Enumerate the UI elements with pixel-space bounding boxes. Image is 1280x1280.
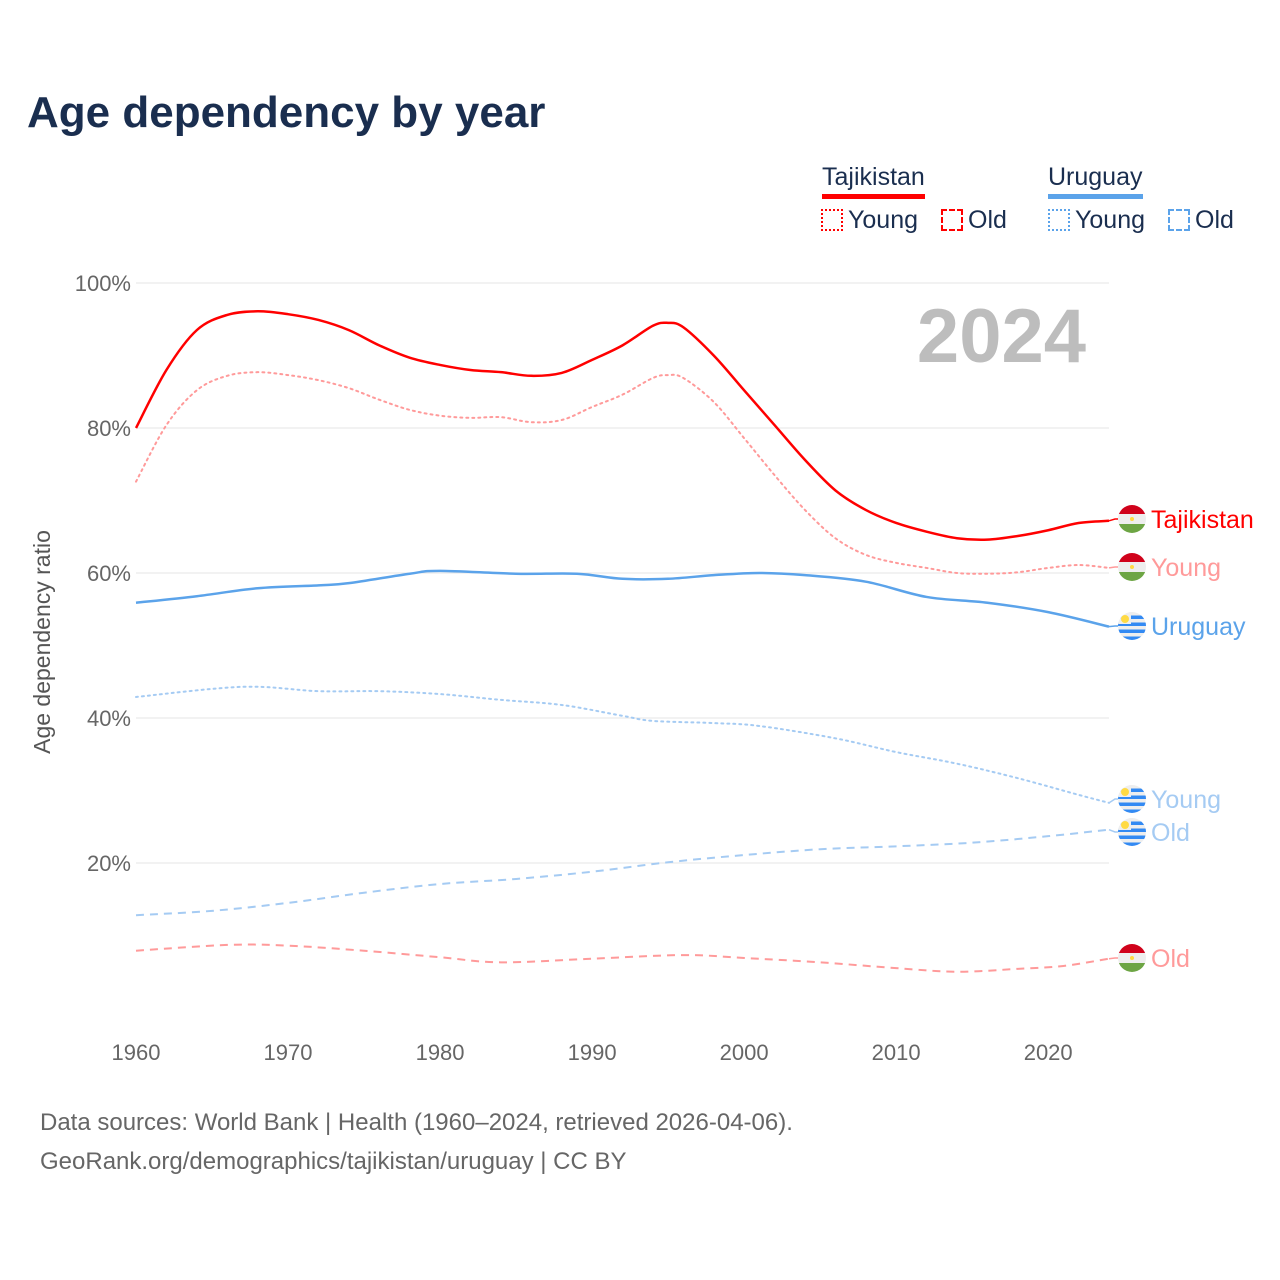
flag-sun: [1121, 788, 1129, 796]
label-connector: [1108, 798, 1118, 804]
flag-stripe: [1118, 524, 1146, 533]
flag-body: [1118, 612, 1146, 640]
footer-sources: Data sources: World Bank | Health (1960–…: [40, 1109, 793, 1136]
flag-stripe: [1118, 963, 1146, 972]
end-label: Old: [1151, 819, 1190, 847]
series-line-tajikistan-young: [135, 371, 1110, 575]
flag-stripe: [1118, 809, 1146, 813]
uruguay-flag-icon: [1118, 818, 1146, 846]
flag-stripe: [1118, 615, 1146, 619]
flag-stripe: [1118, 821, 1146, 825]
flag-stripe: [1118, 835, 1146, 839]
y-axis-label: Age dependency ratio: [29, 530, 55, 754]
end-label: Tajikistan: [1151, 506, 1254, 534]
flag-crown: [1130, 956, 1134, 960]
series-line-tajikistan-old: [135, 943, 1110, 973]
flag-sun: [1121, 821, 1129, 829]
legend-uruguay-young[interactable]: Young: [1048, 206, 1145, 235]
legend-label: Young: [848, 206, 918, 234]
flag-body: [1118, 785, 1146, 813]
chart-title: Age dependency by year: [27, 88, 546, 137]
y-tick-label: 80%: [87, 416, 131, 441]
uruguay-flag-icon: [1118, 612, 1146, 640]
legend-uruguay-old[interactable]: Old: [1168, 206, 1234, 235]
flag-stripe: [1118, 788, 1146, 792]
y-tick-label: 100%: [75, 271, 131, 296]
dotted-swatch-icon: [1048, 209, 1070, 231]
flag-stripe: [1118, 802, 1146, 806]
year-badge: 2024: [917, 294, 1086, 379]
flag-sun: [1121, 615, 1129, 623]
footer-attribution[interactable]: GeoRank.org/demographics/tajikistan/urug…: [40, 1148, 627, 1175]
label-connector: [1108, 566, 1118, 569]
x-tick-label: 1980: [416, 1040, 465, 1065]
legend-label: Old: [1195, 206, 1234, 234]
end-label: Young: [1151, 554, 1221, 582]
x-tick-label: 2020: [1024, 1040, 1073, 1065]
legend-uruguay[interactable]: Uruguay: [1048, 163, 1143, 199]
x-tick-label: 2000: [720, 1040, 769, 1065]
uruguay-flag-icon: [1118, 785, 1146, 813]
dotted-swatch-icon: [821, 209, 843, 231]
flag-stripe: [1118, 622, 1146, 626]
tajikistan-flag-icon: [1118, 553, 1146, 581]
flag-body: [1118, 818, 1146, 846]
flag-stripe: [1118, 629, 1146, 633]
flag-stripe: [1118, 636, 1146, 640]
flag-stripe: [1118, 944, 1146, 953]
flag-crown: [1130, 517, 1134, 521]
y-tick-label: 40%: [87, 706, 131, 731]
dashed-swatch-icon: [1168, 209, 1190, 231]
legend-label: Young: [1075, 206, 1145, 234]
x-tick-label: 2010: [872, 1040, 921, 1065]
x-tick-label: 1990: [568, 1040, 617, 1065]
legend-tajikistan-young[interactable]: Young: [821, 206, 918, 235]
series-line-uruguay-young: [135, 685, 1110, 804]
series-line-tajikistan: [134, 310, 1110, 542]
x-tick-label: 1970: [264, 1040, 313, 1065]
dashed-swatch-icon: [941, 209, 963, 231]
y-tick-label: 60%: [87, 561, 131, 586]
flag-stripe: [1118, 505, 1146, 514]
tajikistan-flag-icon: [1118, 944, 1146, 972]
flag-body: [1118, 944, 1146, 972]
series-line-uruguay: [135, 569, 1110, 628]
label-connector: [1108, 518, 1118, 522]
label-connector: [1108, 957, 1118, 960]
flag-body: [1118, 505, 1146, 533]
label-connector: [1108, 625, 1118, 628]
flag-stripe: [1118, 842, 1146, 846]
flag-stripe: [1118, 572, 1146, 581]
flag-crown: [1130, 565, 1134, 569]
legend-label: Old: [968, 206, 1007, 234]
flag-stripe: [1118, 828, 1146, 832]
series-line-uruguay-old: [135, 828, 1110, 917]
flag-stripe: [1118, 553, 1146, 562]
x-tick-label: 1960: [112, 1040, 161, 1065]
flag-body: [1118, 553, 1146, 581]
legend-tajikistan[interactable]: Tajikistan: [822, 163, 925, 199]
tajikistan-flag-icon: [1118, 505, 1146, 533]
y-tick-label: 20%: [87, 851, 131, 876]
label-connector: [1108, 828, 1118, 833]
flag-stripe: [1118, 795, 1146, 799]
end-label: Uruguay: [1151, 613, 1246, 641]
end-label: Old: [1151, 945, 1190, 973]
legend-tajikistan-old[interactable]: Old: [941, 206, 1007, 235]
end-label: Young: [1151, 786, 1221, 814]
